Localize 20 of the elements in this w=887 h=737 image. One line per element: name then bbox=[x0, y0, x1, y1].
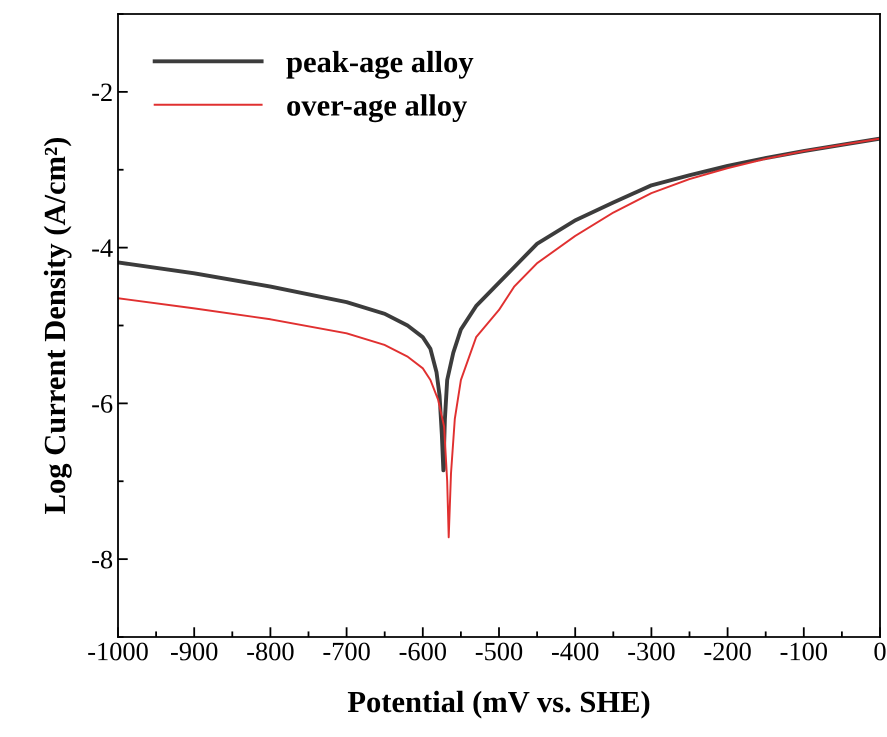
x-tick-label: -500 bbox=[476, 642, 522, 660]
x-tick-label: -900 bbox=[170, 642, 218, 660]
x-tick-label: -100 bbox=[780, 642, 827, 660]
x-tick-label: -800 bbox=[247, 642, 294, 660]
x-axis-title: Potential (mV vs. SHE) bbox=[348, 690, 650, 719]
x-tick-label: -400 bbox=[552, 642, 598, 660]
line-series bbox=[118, 138, 880, 538]
x-tick-label: -600 bbox=[400, 642, 446, 660]
x-tick-label: -200 bbox=[704, 642, 751, 660]
legend-label: peak-age alloy bbox=[286, 50, 474, 79]
y-axis-title: Log Current Density (A/cm²) bbox=[44, 138, 72, 514]
y-tick-label: -8 bbox=[92, 550, 112, 569]
x-tick-label: -700 bbox=[323, 642, 370, 660]
x-tick-label: 0 bbox=[874, 642, 886, 660]
x-tick-label: -1000 bbox=[88, 642, 148, 660]
legend-label: over-age alloy bbox=[287, 94, 468, 122]
y-tick-label: -4 bbox=[92, 239, 113, 257]
y-tick-label: -2 bbox=[92, 84, 112, 102]
x-tick-label: -300 bbox=[628, 642, 675, 660]
y-tick-label: -6 bbox=[92, 395, 112, 413]
